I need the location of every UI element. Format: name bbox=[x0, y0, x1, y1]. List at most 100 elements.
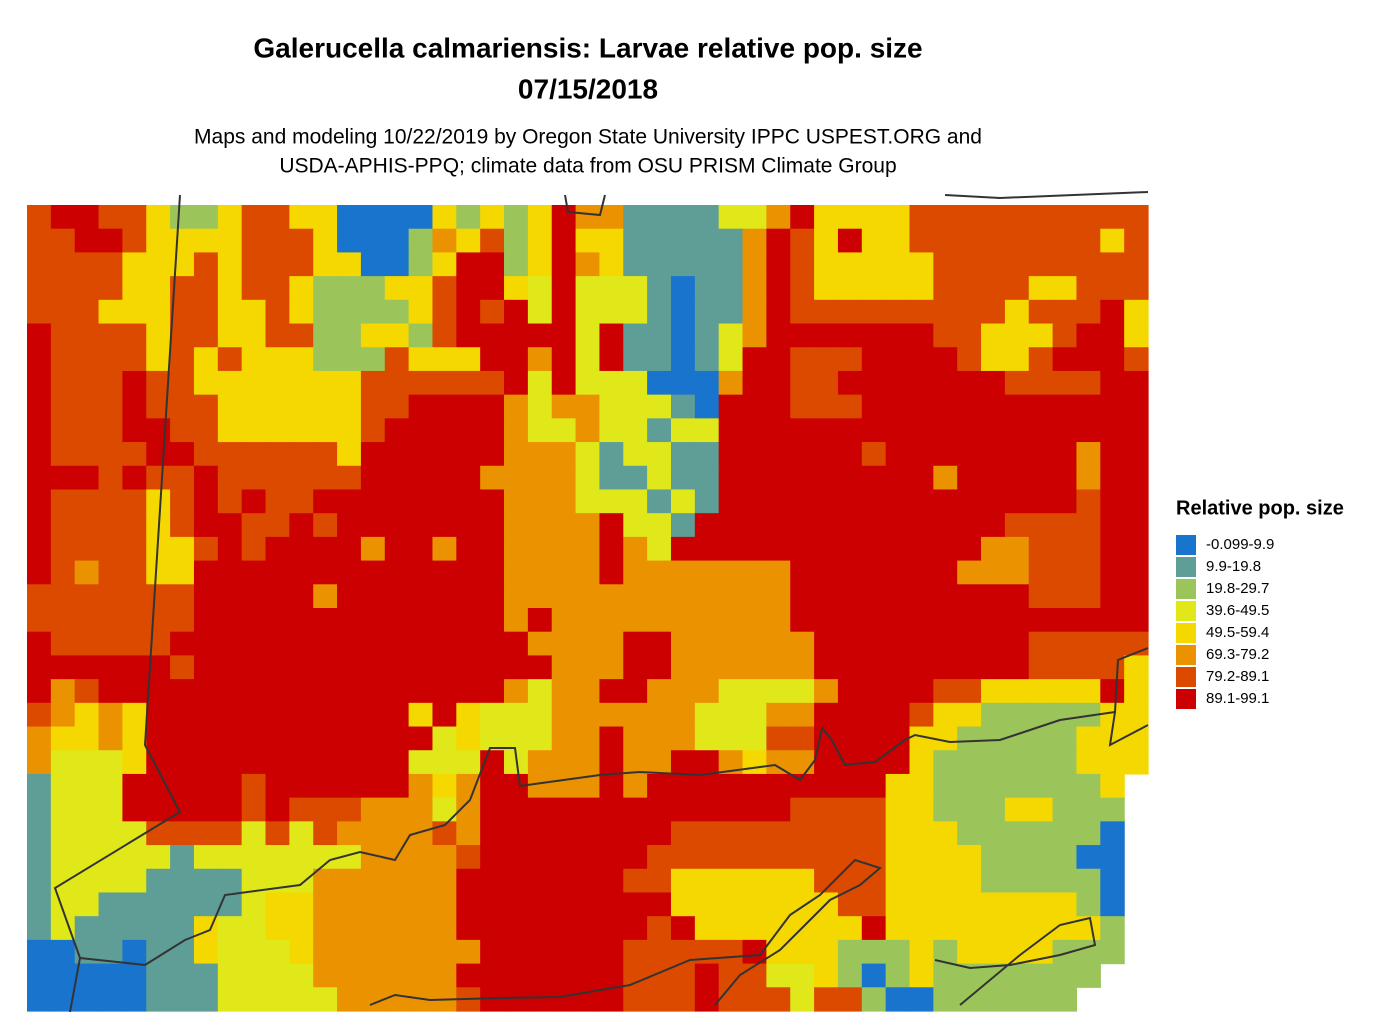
raster-cell bbox=[718, 489, 744, 514]
raster-cell bbox=[408, 963, 434, 988]
legend-swatch bbox=[1176, 535, 1196, 555]
raster-cell bbox=[241, 821, 267, 846]
raster-cell bbox=[122, 465, 147, 491]
raster-cell bbox=[241, 702, 267, 728]
raster-cell bbox=[909, 536, 934, 562]
raster-cell bbox=[837, 394, 863, 419]
raster-cell bbox=[289, 892, 314, 917]
raster-cell bbox=[1076, 726, 1101, 751]
raster-cell bbox=[1004, 939, 1030, 965]
raster-cell bbox=[504, 276, 529, 301]
raster-cell bbox=[170, 347, 195, 372]
raster-cell bbox=[170, 465, 195, 491]
raster-cell bbox=[337, 347, 362, 372]
raster-cell bbox=[122, 726, 147, 751]
raster-cell bbox=[1052, 773, 1078, 799]
raster-cell bbox=[1124, 228, 1149, 254]
raster-cell bbox=[885, 963, 911, 988]
raster-cell bbox=[599, 465, 624, 491]
raster-cell bbox=[647, 939, 672, 965]
raster-cell bbox=[360, 347, 386, 372]
raster-cell bbox=[1052, 560, 1078, 585]
raster-cell bbox=[981, 418, 1006, 443]
raster-cell bbox=[814, 821, 839, 846]
raster-cell bbox=[527, 797, 553, 822]
raster-cell bbox=[647, 513, 672, 538]
raster-cell bbox=[432, 276, 457, 301]
raster-cell bbox=[647, 655, 672, 680]
raster-cell bbox=[146, 465, 171, 491]
raster-cell bbox=[50, 228, 76, 254]
raster-cell bbox=[1076, 868, 1101, 894]
raster-cell bbox=[98, 442, 124, 467]
raster-cell bbox=[1028, 394, 1054, 419]
raster-cell bbox=[408, 845, 434, 870]
raster-cell bbox=[909, 442, 934, 467]
raster-cell bbox=[217, 489, 243, 514]
raster-cell bbox=[313, 489, 338, 514]
raster-cell bbox=[909, 702, 934, 728]
raster-cell bbox=[790, 845, 815, 870]
raster-cell bbox=[718, 276, 744, 301]
raster-cell bbox=[337, 465, 362, 491]
raster-cell bbox=[408, 276, 434, 301]
raster-cell bbox=[456, 608, 481, 633]
raster-cell bbox=[241, 584, 267, 609]
raster-cell bbox=[98, 228, 124, 254]
raster-cell bbox=[241, 394, 267, 419]
raster-cell bbox=[957, 299, 982, 325]
raster-cell bbox=[408, 608, 434, 633]
raster-cell bbox=[360, 228, 386, 254]
raster-cell bbox=[909, 228, 934, 254]
border-line bbox=[1108, 711, 1149, 747]
raster-cell bbox=[360, 797, 386, 822]
raster-cell bbox=[647, 536, 672, 562]
raster-cell bbox=[50, 323, 76, 348]
raster-cell bbox=[193, 560, 219, 585]
raster-cell bbox=[504, 797, 529, 822]
raster-cell bbox=[1004, 347, 1030, 372]
raster-cell bbox=[504, 631, 529, 657]
raster-cell bbox=[504, 299, 529, 325]
raster-cell bbox=[814, 252, 839, 277]
raster-cell bbox=[766, 205, 791, 230]
raster-cell bbox=[885, 205, 911, 230]
raster-cell bbox=[551, 299, 577, 325]
raster-cell bbox=[981, 631, 1006, 657]
raster-cell bbox=[861, 631, 887, 657]
legend-label: 69.3-79.2 bbox=[1206, 646, 1269, 663]
raster-cell bbox=[814, 631, 839, 657]
raster-cell bbox=[837, 939, 863, 965]
raster-cell bbox=[1052, 347, 1078, 372]
raster-cell bbox=[289, 584, 314, 609]
raster-cell bbox=[122, 584, 147, 609]
raster-cell bbox=[1004, 679, 1030, 704]
raster-cell bbox=[623, 987, 648, 1012]
raster-cell bbox=[599, 560, 624, 585]
raster-cell bbox=[456, 821, 481, 846]
raster-cell bbox=[74, 560, 100, 585]
map-date: 07/15/2018 bbox=[518, 73, 658, 104]
raster-cell bbox=[1004, 916, 1030, 941]
raster-cell bbox=[670, 347, 696, 372]
raster-cell bbox=[766, 418, 791, 443]
raster-cell bbox=[146, 679, 171, 704]
raster-cell bbox=[909, 299, 934, 325]
raster-cell bbox=[217, 418, 243, 443]
raster-cell bbox=[384, 702, 410, 728]
raster-cell bbox=[551, 631, 577, 657]
raster-cell bbox=[599, 584, 624, 609]
raster-cell bbox=[599, 370, 624, 396]
raster-cell bbox=[289, 560, 314, 585]
raster-cell bbox=[289, 939, 314, 965]
raster-cell bbox=[766, 608, 791, 633]
raster-cell bbox=[193, 655, 219, 680]
raster-cell bbox=[933, 394, 958, 419]
raster-cell bbox=[170, 702, 195, 728]
raster-cell bbox=[432, 205, 457, 230]
raster-cell bbox=[74, 987, 100, 1012]
raster-cell bbox=[575, 608, 601, 633]
raster-cell bbox=[647, 845, 672, 870]
raster-cell bbox=[647, 679, 672, 704]
raster-cell bbox=[670, 868, 696, 894]
